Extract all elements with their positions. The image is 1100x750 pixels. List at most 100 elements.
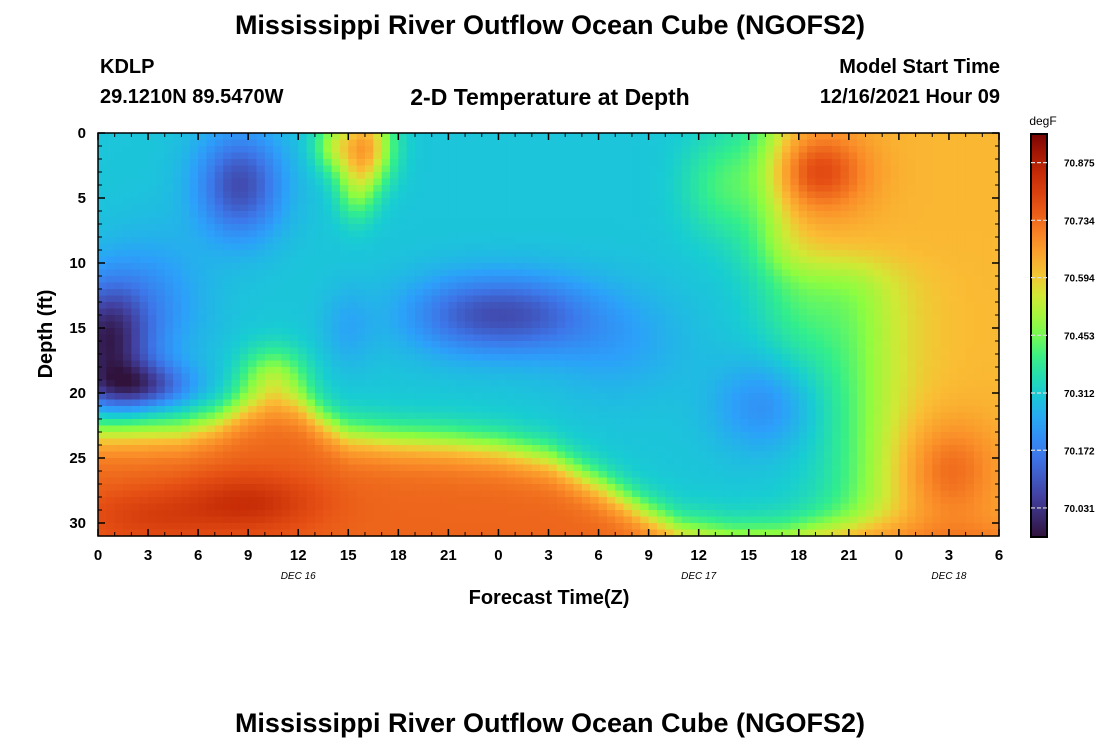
heatmap-cell (540, 354, 550, 362)
heatmap-cell (373, 432, 383, 440)
heatmap-cell (239, 406, 249, 414)
heatmap-cell (581, 282, 591, 290)
heatmap-cell (181, 315, 191, 323)
heatmap-cell (298, 146, 308, 154)
heatmap-cell (748, 133, 758, 141)
heatmap-cell (339, 276, 349, 284)
heatmap-cell (506, 412, 516, 420)
heatmap-cell (331, 334, 341, 342)
heatmap-cell (506, 315, 516, 323)
heatmap-cell (748, 185, 758, 193)
heatmap-cell (648, 373, 658, 381)
heatmap-cell (698, 471, 708, 479)
heatmap-cell (623, 315, 633, 323)
heatmap-cell (298, 308, 308, 316)
heatmap-cell (298, 328, 308, 336)
heatmap-cell (364, 191, 374, 199)
heatmap-cell (306, 191, 316, 199)
heatmap-cell (398, 367, 408, 375)
heatmap-cell (707, 373, 716, 381)
heatmap-cell (198, 393, 208, 401)
heatmap-cell (239, 243, 249, 251)
heatmap-cell (398, 172, 408, 180)
heatmap-cell (181, 425, 191, 433)
heatmap-cell (223, 198, 233, 206)
heatmap-cell (515, 204, 525, 212)
heatmap-cell (448, 308, 458, 316)
heatmap-cell (189, 432, 199, 440)
heatmap-cell (98, 224, 107, 232)
heatmap-cell (631, 516, 641, 524)
heatmap-cell (498, 341, 508, 349)
heatmap-cell (757, 386, 766, 394)
heatmap-cell (606, 295, 616, 303)
heatmap-cell (506, 406, 516, 414)
heatmap-cell (415, 315, 424, 323)
heatmap-cell (548, 230, 558, 238)
heatmap-cell (707, 172, 716, 180)
heatmap-cell (648, 471, 658, 479)
heatmap-cell (631, 139, 641, 147)
heatmap-cell (598, 334, 608, 342)
heatmap-cell (556, 406, 566, 414)
heatmap-cell (381, 185, 391, 193)
heatmap-cell (723, 178, 733, 186)
heatmap-cell (114, 295, 124, 303)
heatmap-cell (289, 497, 299, 505)
heatmap-cell (598, 367, 608, 375)
heatmap-cell (131, 269, 141, 277)
heatmap-cell (732, 289, 741, 297)
heatmap-cell (473, 490, 483, 498)
heatmap-cell (223, 445, 233, 453)
heatmap-cell (314, 438, 324, 446)
heatmap-cell (656, 399, 666, 407)
heatmap-cell (348, 341, 358, 349)
heatmap-cell (506, 516, 516, 524)
heatmap-cell (465, 484, 475, 492)
heatmap-cell (156, 146, 166, 154)
heatmap-cell (139, 315, 149, 323)
heatmap-cell (715, 289, 725, 297)
heatmap-cell (306, 276, 316, 284)
heatmap-cell (440, 269, 449, 277)
heatmap-cell (364, 490, 374, 498)
heatmap-cell (606, 347, 616, 355)
heatmap-cell (465, 399, 475, 407)
heatmap-cell (631, 198, 641, 206)
heatmap-cell (356, 399, 366, 407)
heatmap-cell (306, 230, 316, 238)
heatmap-cell (448, 230, 458, 238)
heatmap-cell (348, 334, 358, 342)
heatmap-cell (723, 152, 733, 160)
heatmap-cell (456, 438, 466, 446)
heatmap-cell (198, 315, 208, 323)
heatmap-cell (298, 438, 308, 446)
heatmap-cell (648, 146, 658, 154)
heatmap-cell (581, 497, 591, 505)
heatmap-cell (198, 217, 208, 225)
heatmap-cell (273, 139, 283, 147)
heatmap-cell (498, 172, 508, 180)
heatmap-cell (615, 497, 625, 505)
heatmap-cell (381, 198, 391, 206)
heatmap-cell (732, 263, 741, 271)
heatmap-cell (648, 438, 658, 446)
heatmap-cell (740, 516, 750, 524)
heatmap-cell (389, 282, 399, 290)
heatmap-cell (456, 529, 466, 537)
heatmap-cell (698, 308, 708, 316)
heatmap-cell (456, 399, 466, 407)
heatmap-cell (356, 328, 366, 336)
heatmap-cell (506, 217, 516, 225)
heatmap-cell (331, 477, 341, 485)
heatmap-cell (540, 269, 550, 277)
heatmap-cell (106, 503, 116, 511)
heatmap-cell (148, 412, 157, 420)
heatmap-cell (415, 191, 424, 199)
heatmap-cell (556, 419, 566, 427)
heatmap-cell (339, 490, 349, 498)
heatmap-cell (640, 432, 650, 440)
heatmap-cell (398, 165, 408, 173)
heatmap-cell (331, 464, 341, 472)
heatmap-cell (106, 445, 116, 453)
